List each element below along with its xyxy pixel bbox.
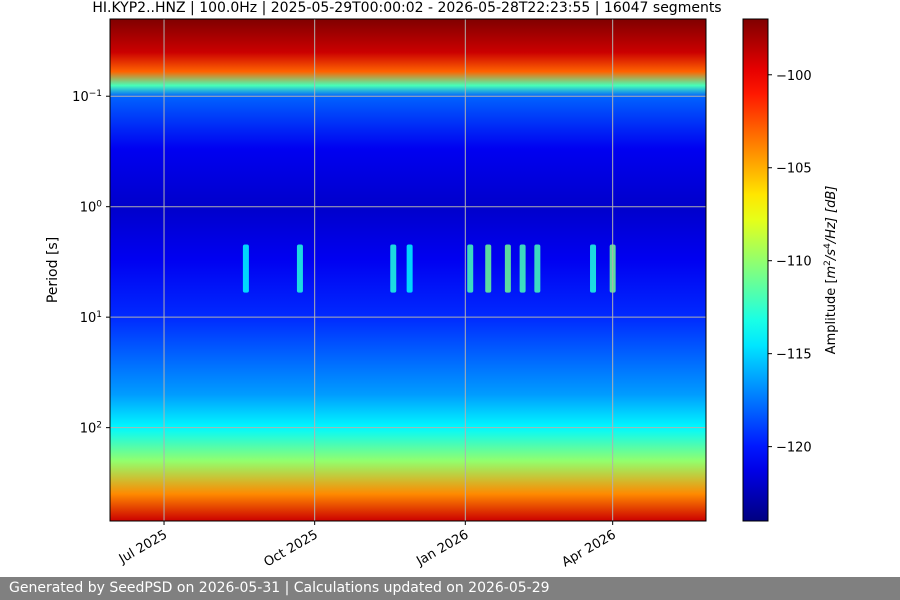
footer-status-bar: Generated by SeedPSD on 2026-05-31 | Cal…: [0, 577, 900, 600]
colorbar-tick-label: −100: [776, 69, 812, 84]
y-tick-label: 10−1: [72, 89, 102, 105]
x-tick-label: Jan 2026: [413, 527, 471, 569]
microseism-burst: [406, 244, 413, 293]
microseism-burst: [485, 244, 492, 293]
colorbar-tick-label: −120: [776, 441, 812, 456]
colorbar: [742, 18, 769, 522]
grid-lines: [110, 19, 706, 521]
microseism-burst: [590, 244, 597, 293]
colorbar-label: Amplitude [m2/s4/Hz] [dB]: [823, 186, 839, 355]
microseism-burst: [534, 244, 541, 293]
y-tick-label: 100: [80, 200, 103, 216]
colorbar-tick-label: −110: [776, 255, 812, 270]
plot-frame: [109, 18, 707, 522]
colorbar-tick-label: −115: [776, 348, 812, 363]
chart-title: HI.KYP2..HNZ | 100.0Hz | 2025-05-29T00:0…: [92, 0, 721, 16]
microseism-burst: [504, 244, 511, 293]
spectrogram-heatmap: [110, 19, 706, 521]
microseism-burst: [390, 244, 397, 293]
x-tick-label: Apr 2026: [559, 527, 618, 570]
colorbar-tick-label: −105: [776, 162, 812, 177]
microseism-burst: [296, 244, 303, 293]
x-tick-label: Oct 2025: [261, 527, 320, 570]
x-axis: Jul 2025 Oct 2025 Jan 2026 Apr 2026: [116, 521, 619, 570]
x-tick-label: Jul 2025: [116, 527, 170, 567]
microseism-burst: [519, 244, 526, 293]
y-axis: 10−1 100 101 102: [72, 89, 110, 437]
y-tick-label: 101: [80, 310, 102, 326]
microseism-burst: [242, 244, 249, 293]
microseism-burst: [467, 244, 474, 293]
y-tick-label: 102: [80, 421, 102, 437]
y-axis-label: Period [s]: [45, 237, 61, 303]
colorbar-ticks: −100 −105 −110 −115 −120: [768, 69, 812, 456]
